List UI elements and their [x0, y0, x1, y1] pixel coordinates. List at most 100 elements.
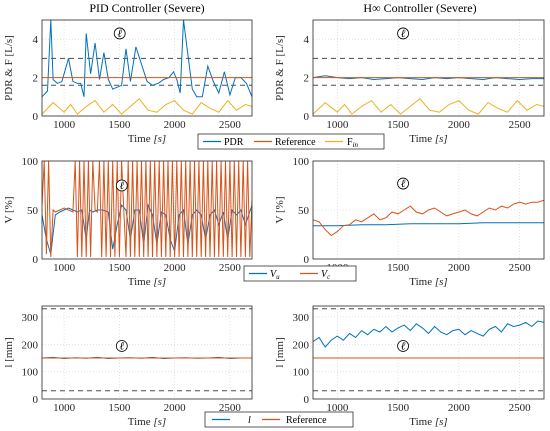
plot-area: [42, 306, 252, 399]
y-tick-label: 0: [304, 254, 310, 266]
x-tick-label: 1000: [326, 402, 349, 414]
annotation-symbol: ℓ: [120, 180, 125, 192]
y-tick-label: 0: [304, 394, 310, 406]
x-tick-label: 2500: [219, 262, 242, 274]
axes-frame: [41, 19, 253, 117]
panel-pid-flow: 1000 1500 2000 2500 0 2 4 ℓ Time [s] PDR & F [L/s…: [3, 19, 253, 145]
x-tick-label: 2000: [164, 119, 187, 131]
x-tick-label: 2000: [448, 262, 471, 274]
x-tick-label: 1000: [53, 119, 76, 131]
x-tick-label: 1500: [387, 262, 410, 274]
x-tick-label: 2000: [448, 402, 471, 414]
panel-hinf-flow: 1000 1500 2000 2500 0 2 4 ℓ Time [s] PDR & F [L/s…: [274, 19, 545, 145]
legend-flow: PDR Reference Fin: [197, 133, 385, 150]
y-axis-label: l [mm]: [274, 337, 286, 367]
y-tick-label: 200: [22, 339, 39, 351]
y-tick-label: 4: [304, 34, 310, 46]
series-line-1: [313, 199, 544, 237]
annotation-circle: [113, 27, 126, 40]
x-tick-label: 1500: [108, 119, 131, 131]
y-tick-label: 4: [33, 34, 39, 46]
panel-hinf-level: 1000 1500 2000 2500 0 100 200 300 ℓ Time [s] l [mm…: [274, 305, 545, 428]
y-tick-label: 100: [293, 367, 310, 379]
annotation-symbol: ℓ: [401, 340, 406, 352]
axes-frame: [312, 19, 545, 117]
series-line-0: [313, 222, 544, 227]
x-tick-label: 2500: [509, 119, 532, 131]
plot-area: [313, 20, 544, 116]
series-line-0: [42, 20, 252, 98]
x-axis-label: Time [s]: [409, 416, 447, 428]
y-axis-label: PDR & F [L/s]: [3, 35, 15, 101]
legend-fin: Fin: [347, 137, 359, 149]
legend-vu: Vu: [270, 269, 280, 281]
legend-vc: Vc: [321, 269, 331, 281]
series-line-2: [313, 98, 544, 115]
legend-valve: Vu Vc: [243, 265, 357, 282]
series-line-2: [42, 97, 252, 115]
annotation-circle: [115, 340, 128, 352]
title-pid: PID Controller (Severe): [89, 1, 204, 15]
x-axis-label: Time [s]: [128, 416, 166, 428]
legend-level-reference: Reference: [286, 415, 327, 426]
annotation-symbol: ℓ: [401, 178, 406, 190]
y-axis-label: V [%]: [3, 197, 15, 224]
axes-frame: [41, 160, 253, 260]
x-axis-label: Time [s]: [409, 276, 447, 288]
y-tick-label: 100: [22, 367, 39, 379]
y-tick-label: 2: [304, 73, 310, 85]
series-line-0: [313, 320, 544, 348]
axes-frame: [41, 305, 253, 400]
legend-reference: Reference: [275, 137, 316, 148]
y-axis-label: V [%]: [274, 197, 286, 224]
x-tick-label: 1500: [108, 262, 131, 274]
y-axis-label: l [mm]: [3, 337, 15, 367]
series-line-1: [42, 161, 252, 258]
y-tick-label: 0: [33, 254, 39, 266]
y-tick-label: 300: [22, 312, 39, 324]
annotation-circle: [397, 177, 409, 190]
plot-area: [313, 306, 544, 399]
title-hinf: H∞ Controller (Severe): [363, 1, 476, 15]
x-tick-label: 2000: [164, 262, 187, 274]
legend-pdr: PDR: [224, 137, 244, 148]
axes-frame: [312, 160, 545, 260]
annotation-circle: [397, 27, 409, 40]
x-tick-label: 1000: [53, 262, 76, 274]
y-tick-label: 200: [293, 339, 310, 351]
x-tick-label: 1000: [53, 402, 76, 414]
x-tick-label: 1500: [387, 402, 410, 414]
x-axis-label: Time [s]: [128, 133, 166, 145]
annotation-circle: [115, 179, 128, 192]
x-tick-label: 2000: [164, 402, 187, 414]
axes-frame: [312, 305, 545, 400]
x-tick-label: 2500: [509, 402, 532, 414]
series-line-0: [313, 75, 544, 81]
x-tick-label: 2500: [219, 402, 242, 414]
y-tick-label: 100: [293, 156, 310, 168]
y-tick-label: 50: [298, 205, 310, 217]
annotation-symbol: ℓ: [401, 28, 406, 40]
x-tick-label: 1500: [108, 402, 131, 414]
x-tick-label: 2500: [509, 262, 532, 274]
y-tick-label: 0: [304, 111, 310, 123]
y-axis-label: PDR & F [L/s]: [274, 35, 286, 101]
plot-area: [42, 20, 252, 116]
y-tick-label: 50: [27, 205, 39, 217]
legend-level: l Reference: [204, 411, 354, 428]
y-tick-label: 0: [33, 394, 39, 406]
x-tick-label: 2500: [219, 119, 242, 131]
panel-pid-level: 1000 1500 2000 2500 0 100 200 300 ℓ Time [s] l [mm…: [3, 305, 253, 428]
x-tick-label: 2000: [448, 119, 471, 131]
annotation-circle: [397, 340, 409, 352]
annotation-symbol: ℓ: [120, 340, 125, 352]
y-tick-label: 300: [293, 312, 310, 324]
y-tick-label: 2: [33, 73, 39, 85]
legend-l: l: [248, 415, 251, 426]
y-tick-label: 100: [22, 156, 39, 168]
annotation-symbol: ℓ: [117, 28, 122, 40]
panel-pid-valve: 1000 1500 2000 2500 0 50 100 ℓ Time [s] V [%]: [3, 156, 253, 288]
y-tick-label: 0: [33, 111, 39, 123]
